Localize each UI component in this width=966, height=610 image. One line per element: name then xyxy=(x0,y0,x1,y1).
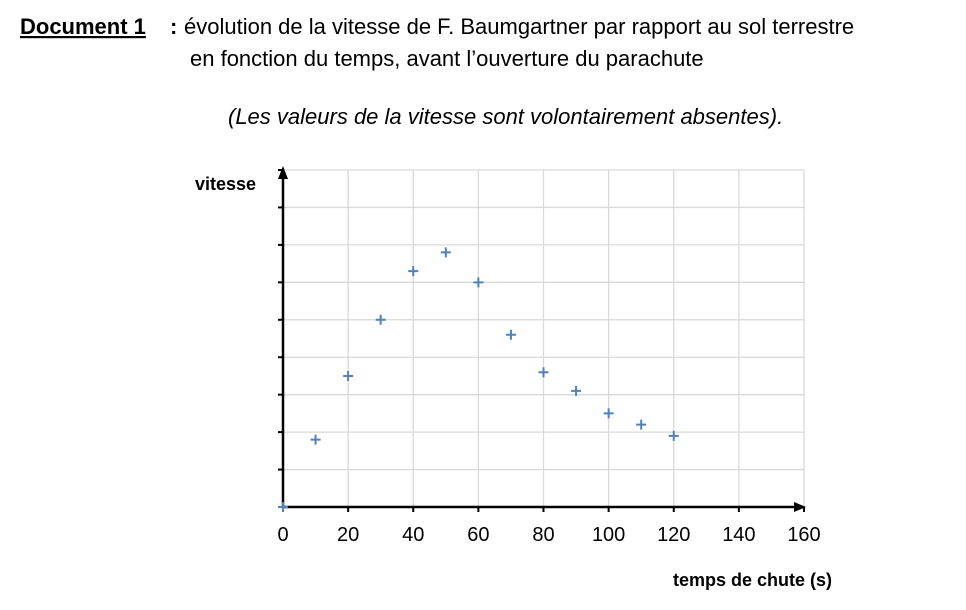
y-axis-label: vitesse xyxy=(195,174,256,194)
doc-label: Document 1 xyxy=(20,14,146,39)
x-axis-arrow xyxy=(794,502,806,512)
x-tick-label: 60 xyxy=(467,524,489,546)
point xyxy=(505,329,516,340)
subtitle: (Les valeurs de la vitesse sont volontai… xyxy=(228,104,783,129)
x-tick-label: 80 xyxy=(532,524,554,546)
point xyxy=(603,408,614,419)
x-tick-label: 160 xyxy=(787,524,820,546)
point xyxy=(473,277,484,288)
title-line: en fonction du temps, avant l’ouverture … xyxy=(190,46,704,71)
x-tick-label: 100 xyxy=(592,524,625,546)
x-tick-label: 40 xyxy=(402,524,424,546)
point xyxy=(408,266,419,277)
point xyxy=(375,314,386,325)
x-tick-label: 120 xyxy=(657,524,690,546)
point xyxy=(636,419,647,430)
point xyxy=(571,385,582,396)
title-line: évolution de la vitesse de F. Baumgartne… xyxy=(184,14,854,39)
x-tick-label: 0 xyxy=(277,524,288,546)
doc-separator: : xyxy=(170,14,177,39)
y-axis-arrow xyxy=(278,166,288,179)
x-tick-label: 140 xyxy=(722,524,755,546)
x-tick-label: 20 xyxy=(337,524,359,546)
point xyxy=(538,367,549,378)
x-axis-label: temps de chute (s) xyxy=(673,570,832,590)
point xyxy=(310,434,321,445)
point xyxy=(440,247,451,258)
point xyxy=(343,370,354,381)
point xyxy=(278,502,288,512)
point xyxy=(668,430,679,441)
